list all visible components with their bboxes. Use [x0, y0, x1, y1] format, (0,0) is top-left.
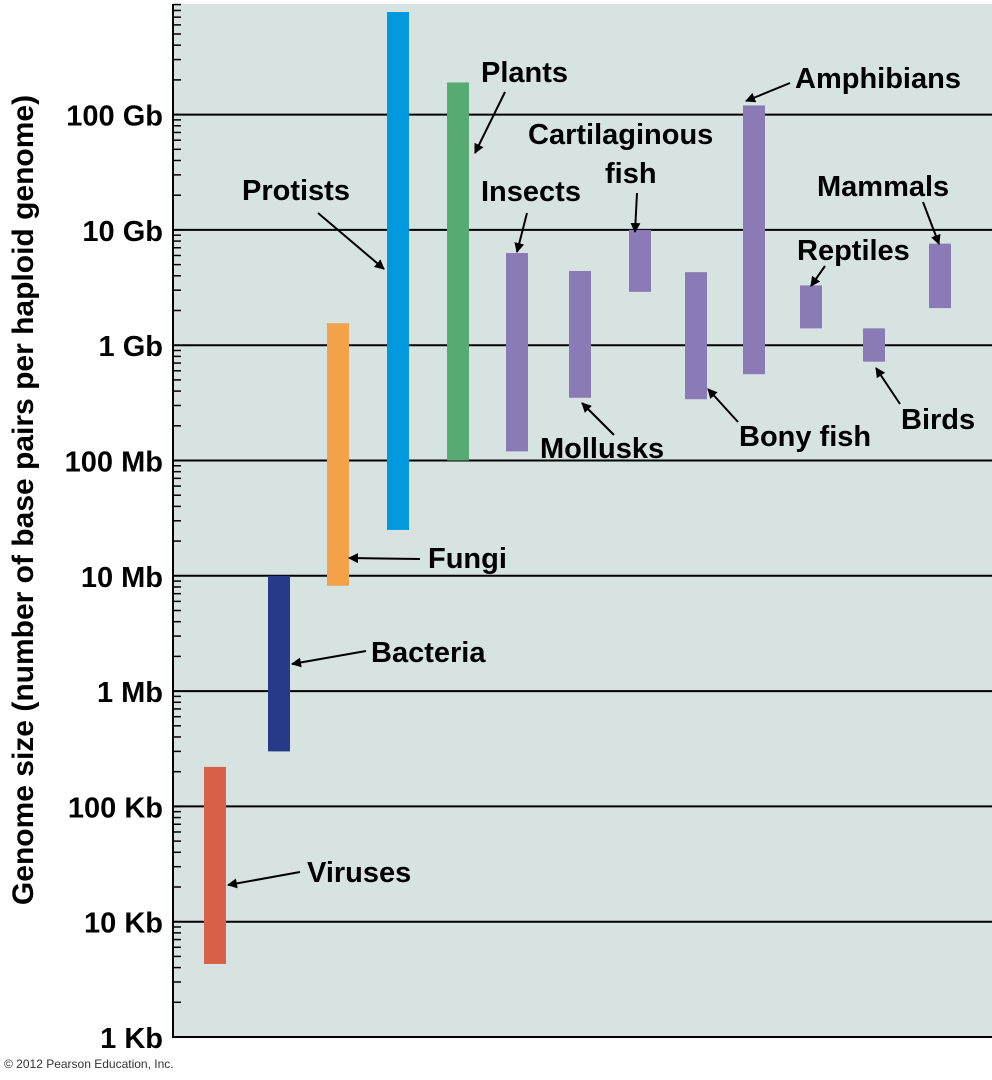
y-axis-label: Genome size (number of base pairs per ha…	[7, 95, 40, 905]
bar-protists	[387, 12, 409, 530]
arrow-bony-fish	[707, 388, 739, 423]
plot-background	[173, 4, 992, 1038]
arrow-fungi	[348, 553, 421, 564]
gridlines	[173, 113, 992, 923]
label-amphibians: Amphibians	[795, 63, 961, 95]
y-tick-label: 1 Mb	[97, 677, 163, 709]
label-bony-fish: Bony fish	[739, 421, 871, 453]
y-tick-label: 100 Kb	[68, 792, 163, 824]
label-arrows	[227, 82, 941, 889]
label-fungi: Fungi	[428, 543, 507, 575]
arrow-birds	[875, 367, 901, 405]
bar-viruses	[204, 766, 226, 964]
y-tick-label: 100 Gb	[66, 101, 163, 133]
label-mammals: Mammals	[817, 171, 949, 203]
label-protists: Protists	[242, 175, 350, 207]
bar-amphibians	[743, 105, 765, 375]
arrow-protists	[317, 212, 385, 270]
group-labels: Viruses Bacteria Fungi Protists Plants Insect…	[242, 57, 975, 889]
bar-insects	[506, 253, 528, 452]
arrow-plants	[474, 91, 506, 154]
label-cartilaginous-fish: Cartilaginous	[528, 119, 713, 151]
y-tick-label: 10 Gb	[82, 216, 163, 248]
label-insects: Insects	[481, 176, 581, 208]
label-cartilaginous-fish: fish	[605, 158, 657, 190]
bar-bony-fish	[685, 272, 707, 400]
arrow-viruses	[227, 871, 301, 889]
arrow-insects	[514, 212, 528, 253]
label-bacteria: Bacteria	[371, 637, 486, 669]
bar-fungi	[327, 323, 349, 586]
minor-ticks	[173, 3, 181, 1038]
y-tick-labels: 1 Kb 10 Kb 100 Kb 1 Mb 10 Mb 100 Mb 1 Gb 10 Gb 1…	[65, 101, 163, 1055]
y-tick-label: 1 Kb	[100, 1023, 163, 1055]
arrow-reptiles	[810, 265, 826, 287]
arrow-cartilaginous-fish	[630, 192, 641, 233]
bar-birds	[863, 328, 885, 362]
y-tick-label: 100 Mb	[65, 447, 163, 479]
y-tick-label: 1 Gb	[99, 331, 163, 363]
label-viruses: Viruses	[307, 857, 411, 889]
arrow-bacteria	[291, 650, 367, 668]
label-plants: Plants	[481, 57, 568, 89]
bar-cartilaginous-fish	[629, 229, 651, 292]
range-bars	[204, 12, 951, 964]
label-mollusks: Mollusks	[540, 433, 664, 465]
arrow-amphibians	[745, 82, 791, 103]
label-reptiles: Reptiles	[797, 235, 910, 267]
arrow-mammals	[922, 201, 941, 245]
label-birds: Birds	[901, 404, 975, 436]
bar-reptiles	[800, 285, 822, 329]
y-tick-label: 10 Kb	[84, 908, 163, 940]
y-tick-label: 10 Mb	[81, 562, 163, 594]
bar-bacteria	[268, 575, 290, 752]
bar-plants	[447, 82, 469, 461]
bar-mollusks	[569, 271, 591, 398]
bar-mammals	[929, 243, 951, 309]
arrow-mollusks	[581, 402, 615, 436]
copyright-credit: © 2012 Pearson Education, Inc.	[4, 1057, 174, 1071]
